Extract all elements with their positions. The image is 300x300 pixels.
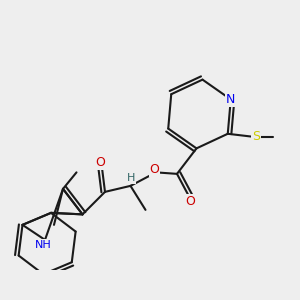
Text: O: O: [96, 156, 105, 169]
Text: NH: NH: [35, 240, 52, 250]
Text: O: O: [186, 195, 195, 208]
Text: N: N: [226, 93, 236, 106]
Text: H: H: [127, 173, 135, 183]
Text: O: O: [150, 164, 159, 176]
Text: S: S: [252, 130, 260, 143]
